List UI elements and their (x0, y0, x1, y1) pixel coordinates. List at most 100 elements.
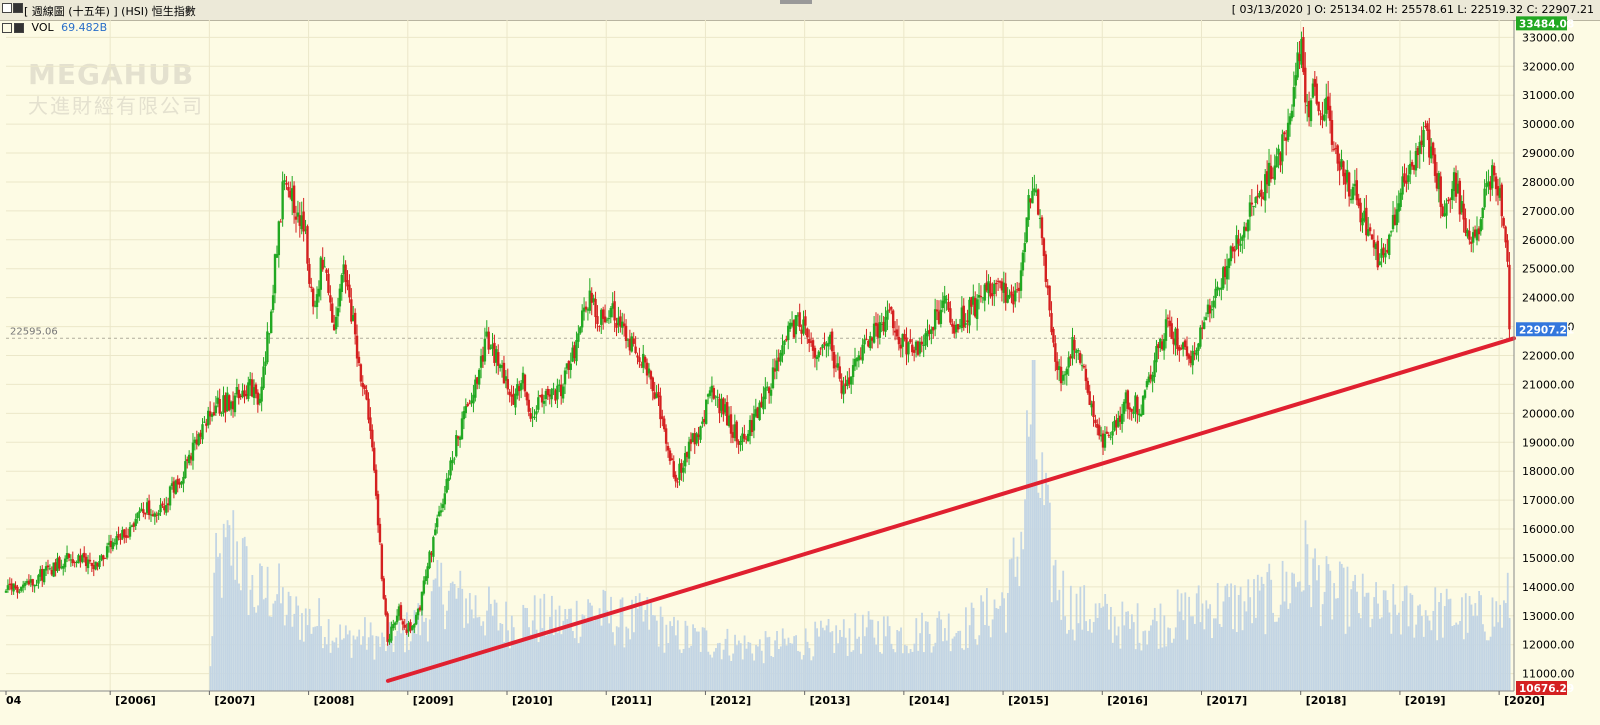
window-menu-icon[interactable] (2, 23, 12, 33)
candle-body (1017, 287, 1021, 292)
volume-bar (600, 625, 603, 691)
volume-bar (1251, 623, 1253, 691)
volume-bar (1153, 607, 1156, 691)
volume-bar (1474, 603, 1477, 691)
candle-body (521, 372, 525, 384)
volume-bar (1461, 597, 1463, 691)
volume-bar (1184, 592, 1187, 691)
volume-bar (304, 608, 307, 691)
candle-body (479, 356, 483, 368)
volume-bar (995, 608, 998, 691)
volume-bar (1045, 472, 1047, 691)
candle-body (447, 477, 450, 481)
volume-bar (1333, 583, 1336, 691)
candle-body (1004, 283, 1007, 303)
candle-body (275, 254, 279, 258)
volume-bar (516, 640, 519, 691)
volume-bar (1176, 589, 1179, 691)
candle-body (819, 348, 822, 350)
candle-body (163, 506, 166, 511)
y-tick-label: 13000.00 (1522, 610, 1575, 623)
candle-body (693, 433, 696, 445)
candle-body (23, 582, 27, 586)
candle-body (830, 331, 834, 352)
resize-handle[interactable] (780, 0, 812, 4)
volume-bar (654, 615, 656, 691)
candle-body (355, 335, 359, 359)
candle-body (1031, 190, 1034, 204)
volume-bar (833, 652, 836, 691)
volume-bar (1359, 618, 1362, 691)
candle-body (834, 365, 838, 367)
candle-body (409, 622, 412, 631)
volume-bar (1413, 637, 1416, 691)
volume-bar (695, 631, 698, 691)
candle-body (1111, 431, 1114, 436)
candle-body (1096, 423, 1099, 428)
volume-bar (1106, 603, 1108, 691)
volume-bar (228, 525, 231, 691)
window-menu-icon[interactable] (2, 3, 12, 13)
candle-body (718, 398, 721, 414)
volume-bar (211, 636, 214, 691)
candle-body (874, 322, 878, 326)
volume-bar (936, 617, 939, 691)
candle-body (937, 311, 941, 324)
volume-bar (684, 620, 687, 691)
candle-body (884, 316, 887, 332)
volume-bar (1211, 638, 1213, 691)
candle-body (1166, 317, 1170, 319)
candle-body (1384, 253, 1387, 258)
volume-bar (669, 621, 672, 691)
candle-body (346, 280, 349, 287)
volume-bar (976, 645, 979, 691)
candle-body (516, 384, 519, 396)
volume-bar (797, 650, 799, 691)
volume-bar (987, 625, 990, 691)
volume-bar (310, 633, 313, 691)
candle-body (1008, 294, 1011, 298)
y-tick-label: 26000.00 (1522, 234, 1575, 247)
candle-body (1193, 353, 1196, 355)
volume-bar (1491, 597, 1494, 691)
volume-bar (1008, 559, 1011, 691)
volume-bar (1068, 629, 1070, 691)
volume-bar (1504, 603, 1507, 691)
reference-line-label: 22595.06 (10, 326, 58, 337)
volume-bar (682, 648, 685, 691)
volume-bar (1144, 630, 1147, 691)
candle-body (1401, 176, 1404, 195)
candle-body (1204, 317, 1208, 321)
candle-body (975, 299, 979, 320)
candle-body (703, 418, 706, 423)
volume-bar (1354, 574, 1357, 691)
candle-body (1315, 83, 1318, 104)
volume-bar (724, 638, 727, 691)
volume-bar (260, 566, 263, 691)
candle-body (739, 440, 742, 446)
candle-body (878, 322, 882, 338)
volume-bar (1027, 436, 1030, 691)
volume-bar (881, 653, 883, 691)
volume-bar (1085, 621, 1087, 691)
candle-body (1307, 100, 1311, 118)
volume-bar (386, 630, 389, 691)
candle-body (609, 308, 613, 318)
close-icon[interactable] (14, 23, 24, 33)
candle-body (777, 357, 780, 362)
volume-bar (539, 598, 542, 691)
volume-bar (1083, 585, 1086, 691)
volume-bar (680, 652, 683, 691)
candle-body (895, 329, 899, 337)
candle-body (161, 503, 164, 506)
volume-bar (1037, 492, 1040, 691)
candle-body (292, 185, 296, 213)
candle-body (962, 305, 965, 328)
candle-body (437, 511, 441, 517)
y-tick-label: 20000.00 (1522, 407, 1575, 420)
candle-body (1126, 390, 1130, 409)
volume-bar (1006, 592, 1009, 691)
close-icon[interactable] (13, 3, 23, 13)
